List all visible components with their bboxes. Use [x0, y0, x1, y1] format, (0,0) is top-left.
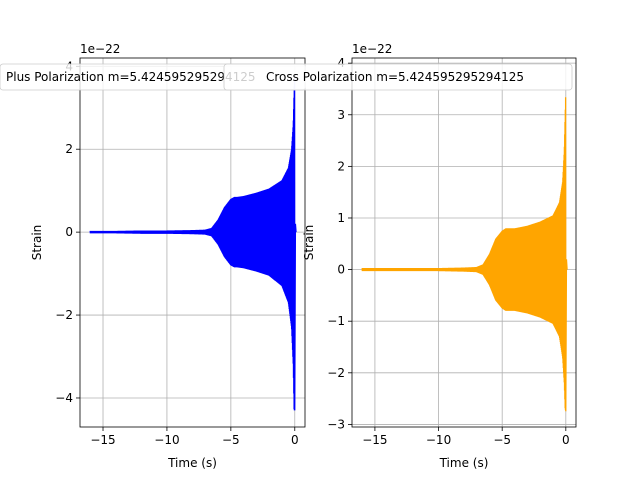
legend-box: [223, 63, 573, 91]
waveform-series: [361, 97, 568, 412]
legend-label: Plus Polarization m=5.424595295294125: [6, 70, 256, 84]
y-offset-text: 1e−22: [352, 42, 392, 56]
x-tick-label: 0: [291, 433, 299, 447]
y-offset-text: 1e−22: [80, 42, 120, 56]
y-tick-label: −2: [327, 366, 345, 380]
y-axis-label: Strain: [30, 225, 44, 261]
y-tick-label: −3: [327, 417, 345, 431]
y-tick-label: 1: [337, 211, 345, 225]
axes-frame: [351, 57, 577, 428]
x-tick-label: −15: [90, 433, 115, 447]
x-axis-label: Time (s): [439, 456, 489, 470]
y-tick-label: 2: [65, 142, 73, 156]
y-tick-label: −1: [327, 314, 345, 328]
y-tick-label: 3: [337, 108, 345, 122]
x-tick-label: −10: [154, 433, 179, 447]
y-tick-label: −2: [55, 308, 73, 322]
x-tick-label: −10: [426, 433, 451, 447]
y-axis-label: Strain: [302, 225, 316, 261]
x-tick-label: −5: [493, 433, 511, 447]
y-tick-label: 0: [337, 263, 345, 277]
y-tick-label: 0: [65, 225, 73, 239]
waveform-series: [89, 74, 297, 411]
x-tick-label: −5: [222, 433, 240, 447]
axes-frame: [79, 57, 306, 428]
x-tick-label: 0: [562, 433, 570, 447]
legend-label: Cross Polarization m=5.424595295294125: [266, 70, 524, 84]
x-tick-label: −15: [362, 433, 387, 447]
legend-2: Cross Polarization m=5.424595295294125: [223, 63, 573, 91]
y-tick-label: 2: [337, 159, 345, 173]
y-tick-label: 4: [337, 56, 345, 70]
x-axis-label: Time (s): [167, 456, 217, 470]
y-tick-label: −4: [55, 391, 73, 405]
